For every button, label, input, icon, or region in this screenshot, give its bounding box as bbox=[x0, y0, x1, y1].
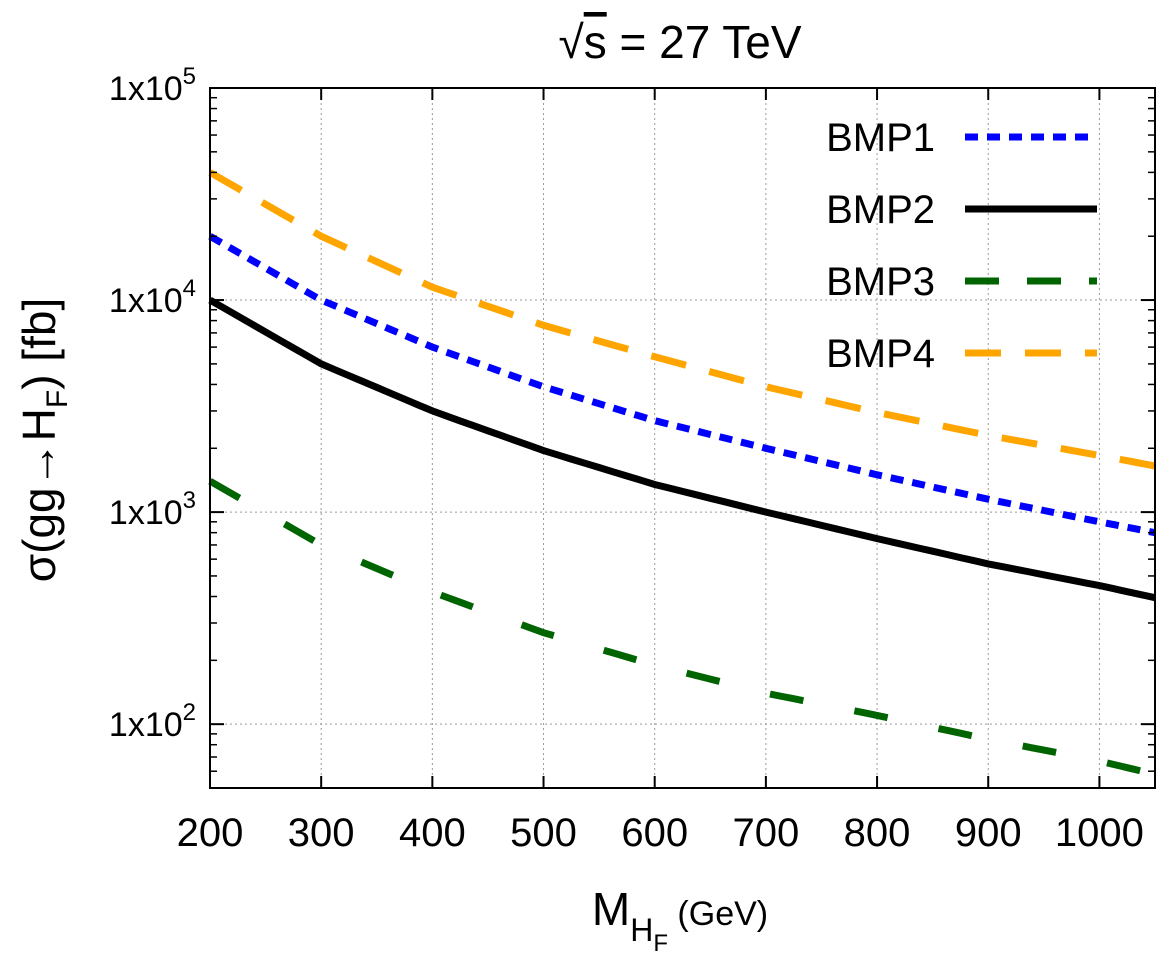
x-tick-label: 900 bbox=[955, 811, 1022, 855]
series-line-bmp1 bbox=[208, 233, 1156, 537]
x-tick-label: 1000 bbox=[1055, 811, 1144, 855]
x-axis-label-subsub: F bbox=[653, 930, 668, 957]
x-tick-label: 800 bbox=[844, 811, 911, 855]
series-layer bbox=[208, 169, 1156, 778]
legend-label-bmp3: BMP3 bbox=[826, 260, 935, 304]
x-tick-label: 200 bbox=[177, 811, 244, 855]
legend: BMP1 BMP2 BMP3 BMP4 bbox=[826, 116, 1097, 376]
legend-label-bmp2: BMP2 bbox=[826, 188, 935, 232]
y-tick-label: 1x104 bbox=[109, 275, 196, 320]
x-tick-label: 600 bbox=[621, 811, 688, 855]
x-axis-label-main: M bbox=[592, 883, 630, 935]
x-tick-label: 700 bbox=[733, 811, 800, 855]
x-axis-label: MHF (GeV) bbox=[592, 883, 768, 957]
series-line-bmp2 bbox=[208, 297, 1156, 602]
y-axis-label-part-end: ) [fb] bbox=[13, 298, 65, 390]
x-axis-label-sub: H bbox=[630, 912, 653, 948]
y-tick-label: 1x103 bbox=[109, 487, 196, 532]
x-tick-label: 300 bbox=[288, 811, 355, 855]
title-s: s bbox=[584, 16, 607, 68]
series-line-bmp3 bbox=[208, 478, 1156, 778]
series-line-bmp4 bbox=[208, 169, 1156, 470]
legend-label-bmp4: BMP4 bbox=[826, 332, 935, 376]
x-tick-label: 400 bbox=[399, 811, 466, 855]
title-sqrt-symbol: √ bbox=[558, 16, 584, 68]
y-axis-label-sub: F bbox=[41, 390, 74, 408]
y-axis-label-part-1: σ(gg bbox=[13, 487, 65, 582]
legend-label-bmp1: BMP1 bbox=[826, 116, 935, 160]
x-tick-label: 500 bbox=[510, 811, 577, 855]
y-tick-label: 1x102 bbox=[109, 699, 196, 744]
chart-title: √s = 27 TeV bbox=[558, 16, 801, 68]
title-rest: = 27 TeV bbox=[607, 16, 802, 68]
y-axis-label-arrow: → bbox=[13, 441, 65, 487]
x-axis-label-unit: (GeV) bbox=[668, 895, 768, 933]
plot-frame bbox=[209, 87, 1156, 789]
y-tick-label: 1x105 bbox=[109, 63, 196, 108]
y-axis-label: σ(gg→HF) [fb] bbox=[13, 298, 74, 582]
grid-lines bbox=[210, 88, 1155, 788]
y-axis-label-part-h: H bbox=[13, 408, 65, 441]
axis-ticks: 200 300 400 500 600 700 800 900 1000 1x102 1x103 1x… bbox=[109, 63, 1155, 855]
